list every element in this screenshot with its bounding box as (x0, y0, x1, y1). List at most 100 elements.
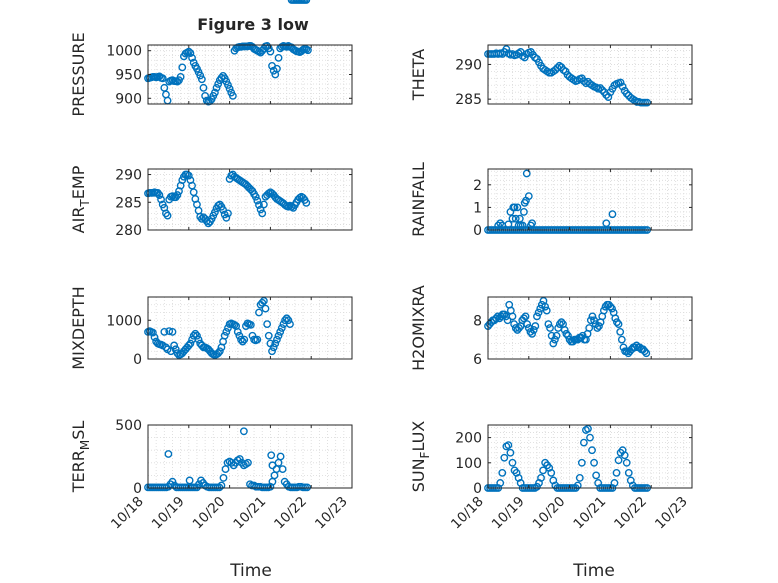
y-tick-label: 1000 (106, 313, 142, 329)
data-point (168, 327, 177, 336)
data-point (186, 49, 195, 57)
data-point (616, 327, 625, 336)
data-point (235, 331, 244, 340)
data-point (520, 314, 528, 323)
y-tick-label: 285 (115, 195, 142, 211)
data-point (184, 171, 193, 180)
data-point (542, 306, 551, 315)
y-tick-label: 200 (455, 431, 482, 447)
data-point (160, 327, 169, 336)
data-point (224, 81, 232, 89)
data-point (188, 53, 196, 62)
data-point (596, 84, 605, 92)
data-point (148, 328, 157, 337)
data-point (614, 320, 623, 329)
data-point (217, 73, 226, 82)
data-point (537, 474, 545, 482)
data-point (197, 75, 206, 84)
theta-axes-box (487, 44, 693, 105)
data-point (184, 341, 193, 350)
data-point (624, 468, 633, 477)
x-axis-label-right: Time (572, 561, 615, 581)
data-point (560, 326, 569, 334)
data-point (617, 335, 626, 344)
data-point (504, 441, 513, 450)
data-point (222, 213, 231, 222)
y-tick-label: 290 (115, 168, 142, 184)
data-point (193, 331, 201, 340)
theta-series (484, 45, 652, 107)
data-point (264, 331, 273, 340)
h2omixra-axes-box (487, 296, 693, 360)
data-point (547, 468, 556, 477)
data-point (150, 333, 159, 342)
subplot-h2omixra: 6 8 H2OMIXRA (409, 285, 693, 371)
data-point (201, 92, 210, 100)
y-tick-label: 0 (473, 481, 482, 497)
y-tick-label: 8 (473, 313, 482, 329)
data-point (584, 424, 592, 433)
data-point (266, 47, 275, 56)
data-point (170, 341, 179, 350)
data-point (268, 347, 276, 356)
y-tick-label: 285 (455, 92, 482, 108)
data-point (528, 329, 536, 338)
data-point (214, 80, 223, 88)
air-temp-ylabel: AIRTEMP (69, 165, 92, 233)
data-point (541, 302, 550, 311)
data-point (618, 82, 627, 91)
sun-flux-ylabel: SUNFLUX (409, 421, 432, 493)
data-point (528, 219, 536, 228)
data-point (521, 312, 530, 321)
data-point (555, 320, 564, 329)
data-point (614, 456, 623, 465)
data-point (219, 474, 228, 482)
data-point (604, 93, 613, 101)
pressure-ylabel: PRESSURE (69, 32, 88, 116)
data-point (575, 474, 584, 482)
data-point (643, 98, 652, 107)
rainfall-axes-box (487, 168, 693, 231)
data-point (595, 322, 603, 330)
data-point (274, 331, 283, 340)
y-tick-label: 0 (133, 481, 142, 497)
data-point (303, 483, 312, 492)
data-point (282, 314, 291, 323)
data-point (586, 433, 594, 442)
y-tick-label: 6 (473, 352, 482, 368)
data-point (533, 312, 541, 321)
data-point (176, 72, 185, 81)
mixdepth-ylabel: MIXDEPTH (69, 286, 88, 369)
data-point (162, 343, 170, 352)
data-point (278, 465, 287, 473)
data-point (562, 329, 571, 338)
data-point (228, 92, 237, 100)
data-point (622, 347, 631, 356)
data-point (277, 324, 286, 332)
data-point (511, 214, 520, 223)
data-point (518, 221, 527, 230)
data-point (286, 320, 294, 329)
data-point (215, 483, 224, 492)
data-point (171, 345, 180, 354)
data-point (246, 320, 255, 329)
data-point (258, 298, 267, 307)
data-point (211, 88, 219, 97)
data-point (500, 453, 509, 462)
subplot-theta: 285 290 THETA (409, 44, 693, 108)
data-point (163, 211, 172, 220)
data-point (194, 335, 203, 344)
data-point (579, 438, 588, 447)
data-point (196, 71, 205, 80)
data-point (500, 310, 509, 319)
data-point (496, 219, 505, 228)
data-point (602, 219, 611, 228)
data-point (533, 482, 541, 491)
data-point (165, 327, 174, 335)
data-point (261, 304, 270, 313)
data-point (281, 316, 289, 325)
x-axis-label-left: Time (229, 561, 272, 581)
figure-title: Figure 3 low (197, 15, 309, 34)
data-point (211, 208, 219, 217)
data-point (222, 327, 231, 336)
